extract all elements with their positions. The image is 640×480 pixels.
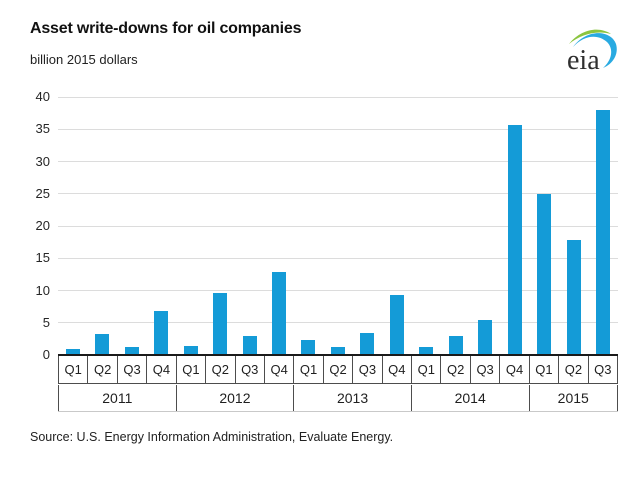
bar-cell-2012-Q2 [205, 97, 234, 355]
y-tick-10: 10 [35, 282, 50, 298]
bar-2014-Q4 [507, 125, 522, 355]
bar-cell-2012-Q1 [176, 97, 205, 355]
quarter-label-2013-Q2: Q2 [324, 356, 354, 383]
year-label-2011: 2011 [58, 385, 177, 411]
plot-area [58, 96, 618, 355]
quarter-label-2015-Q2: Q2 [559, 356, 589, 383]
year-label-2015: 2015 [530, 385, 618, 411]
bar-2011-Q2 [95, 334, 110, 355]
bar-2015-Q1 [537, 193, 552, 355]
quarter-label-2014-Q3: Q3 [471, 356, 501, 383]
chart-title: Asset write-downs for oil companies [30, 20, 302, 37]
quarter-label-2013-Q3: Q3 [353, 356, 383, 383]
bar-2014-Q2 [448, 335, 463, 355]
y-tick-0: 0 [42, 347, 50, 362]
year-label-2014: 2014 [412, 385, 530, 411]
bar-2013-Q1 [301, 339, 316, 355]
bar-cell-2011-Q1 [58, 97, 87, 355]
eia-logo-text: eia [567, 45, 600, 76]
bar-2013-Q2 [330, 347, 345, 355]
quarter-label-2015-Q1: Q1 [530, 356, 560, 383]
bar-2015-Q3 [596, 109, 611, 355]
bar-2012-Q1 [183, 345, 198, 355]
bar-cell-2015-Q2 [559, 97, 588, 355]
quarter-label-2011-Q2: Q2 [88, 356, 118, 383]
bar-2015-Q2 [566, 240, 581, 355]
quarter-label-2012-Q1: Q1 [177, 356, 207, 383]
y-tick-25: 25 [35, 185, 50, 201]
gridline-35 [58, 128, 618, 130]
y-tick-15: 15 [35, 250, 50, 266]
quarter-label-2014-Q4: Q4 [500, 356, 530, 383]
x-axis-year-labels: 2011 2012 2013 2014 2015 [58, 385, 618, 412]
gridline-10 [58, 290, 618, 291]
y-tick-40: 40 [35, 89, 50, 104]
bar-cell-2012-Q3 [235, 97, 264, 355]
gridline-15 [58, 257, 618, 259]
quarter-label-2012-Q3: Q3 [236, 356, 265, 383]
quarter-label-2014-Q2: Q2 [441, 356, 471, 383]
eia-logo: eia [567, 29, 617, 76]
bar-cell-2011-Q4 [146, 97, 175, 355]
bar-cell-2011-Q2 [87, 97, 116, 355]
bar-2011-Q4 [154, 310, 169, 355]
gridline-25 [58, 193, 618, 195]
bar-cell-2013-Q1 [294, 97, 323, 355]
bar-2012-Q3 [242, 335, 257, 355]
gridline-40 [58, 96, 618, 98]
bar-cell-2015-Q1 [530, 97, 559, 355]
gridline-5 [58, 322, 618, 324]
chart-subtitle: billion 2015 dollars [30, 52, 138, 67]
quarter-label-2011-Q4: Q4 [147, 356, 177, 383]
y-tick-20: 20 [35, 218, 50, 233]
year-label-2013: 2013 [294, 385, 412, 411]
bar-cell-2014-Q2 [441, 97, 470, 355]
quarter-label-2014-Q1: Q1 [412, 356, 442, 383]
eia-logo-green-swoosh [569, 29, 611, 44]
quarter-label-2013-Q1: Q1 [294, 356, 324, 383]
bar-2014-Q3 [478, 319, 493, 355]
source-note: Source: U.S. Energy Information Administ… [30, 430, 394, 444]
bar-2011-Q3 [124, 347, 139, 355]
bar-2012-Q2 [213, 293, 228, 355]
bar-series [58, 97, 618, 355]
quarter-label-2011-Q3: Q3 [118, 356, 148, 383]
bar-cell-2014-Q4 [500, 97, 529, 355]
bar-cell-2013-Q3 [353, 97, 382, 355]
gridline-20 [58, 225, 618, 227]
bar-cell-2011-Q3 [117, 97, 146, 355]
bar-cell-2014-Q3 [471, 97, 500, 355]
quarter-label-2012-Q2: Q2 [206, 356, 236, 383]
quarter-label-2011-Q1: Q1 [58, 356, 89, 383]
bar-cell-2015-Q3 [588, 97, 617, 355]
x-axis-quarter-labels: Q1 Q2 Q3 Q4 Q1 Q2 Q3 Q4 Q1 Q2 Q3 Q4 Q1 Q2 Q3 Q4 Q1 Q2 Q3 [58, 356, 619, 384]
quarter-label-2015-Q3: Q3 [589, 356, 619, 383]
bar-cell-2014-Q1 [412, 97, 441, 355]
bar-2012-Q4 [272, 272, 287, 355]
y-tick-5: 5 [42, 314, 50, 330]
year-label-2012: 2012 [177, 385, 295, 411]
bar-cell-2013-Q4 [382, 97, 411, 355]
bar-cell-2013-Q2 [323, 97, 352, 355]
quarter-label-2013-Q4: Q4 [383, 356, 413, 383]
bar-cell-2012-Q4 [264, 97, 293, 355]
bar-2013-Q4 [389, 295, 404, 355]
y-tick-35: 35 [35, 121, 50, 137]
bar-2014-Q1 [419, 347, 434, 355]
bar-2011-Q1 [65, 349, 80, 355]
gridline-30 [58, 161, 618, 162]
y-tick-30: 30 [35, 153, 50, 169]
x-axis-line [58, 354, 618, 356]
quarter-label-2012-Q4: Q4 [265, 356, 295, 383]
bar-2013-Q3 [360, 333, 375, 355]
